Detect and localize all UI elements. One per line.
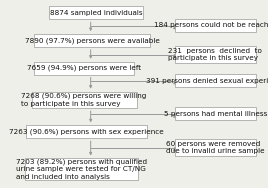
Text: 7268 (90.6%) persons were willing
to participate in this survey: 7268 (90.6%) persons were willing to par… [21,93,147,107]
FancyBboxPatch shape [175,139,256,156]
Text: 391 persons denied sexual experience: 391 persons denied sexual experience [146,78,268,83]
FancyBboxPatch shape [175,46,256,63]
Text: 184 persons could not be reached: 184 persons could not be reached [154,22,268,28]
FancyBboxPatch shape [34,34,150,47]
Text: 231  persons  declined  to
participate in this survey: 231 persons declined to participate in t… [169,48,262,61]
Text: 7659 (94.9%) persons were left: 7659 (94.9%) persons were left [27,65,141,71]
FancyBboxPatch shape [32,92,137,108]
FancyBboxPatch shape [34,62,134,75]
FancyBboxPatch shape [175,108,256,120]
FancyBboxPatch shape [26,125,147,138]
Text: 8874 sampled individuals: 8874 sampled individuals [50,10,142,16]
FancyBboxPatch shape [49,7,143,19]
Text: 7203 (89.2%) persons with qualified
urine sample were tested for CT/NG
and inclu: 7203 (89.2%) persons with qualified urin… [16,158,147,180]
FancyBboxPatch shape [175,19,256,32]
Text: 7263 (90.6%) persons with sex experience: 7263 (90.6%) persons with sex experience [9,129,164,135]
Text: 60 persons were removed
due to invalid urine sample: 60 persons were removed due to invalid u… [166,141,265,154]
Text: 7890 (97.7%) persons were available: 7890 (97.7%) persons were available [25,37,159,44]
FancyBboxPatch shape [25,158,138,180]
FancyBboxPatch shape [175,74,256,87]
Text: 5 persons had mental illness: 5 persons had mental illness [164,111,267,117]
